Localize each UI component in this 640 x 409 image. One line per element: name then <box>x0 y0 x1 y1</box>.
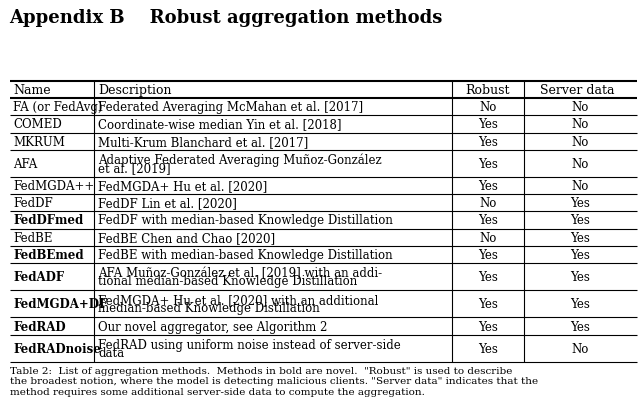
Text: FedDFmed: FedDFmed <box>13 214 84 227</box>
Text: Appendix B    Robust aggregation methods: Appendix B Robust aggregation methods <box>10 9 443 27</box>
Text: median-based Knowledge Distillation: median-based Knowledge Distillation <box>98 301 320 315</box>
Text: FedBE Chen and Chao [2020]: FedBE Chen and Chao [2020] <box>98 231 275 244</box>
Text: data: data <box>98 346 124 359</box>
Text: No: No <box>479 231 497 244</box>
Text: No: No <box>572 342 589 355</box>
Text: Federated Averaging McMahan et al. [2017]: Federated Averaging McMahan et al. [2017… <box>98 101 364 114</box>
Text: Yes: Yes <box>570 320 590 333</box>
Text: Yes: Yes <box>478 135 498 148</box>
Text: Yes: Yes <box>570 214 590 227</box>
Text: No: No <box>572 101 589 114</box>
Text: Yes: Yes <box>478 118 498 131</box>
Text: No: No <box>479 197 497 210</box>
Text: MKRUM: MKRUM <box>13 135 65 148</box>
Text: FedMGDA+ Hu et al. [2020] with an additional: FedMGDA+ Hu et al. [2020] with an additi… <box>98 294 378 306</box>
Text: Yes: Yes <box>478 248 498 261</box>
Text: Yes: Yes <box>478 157 498 171</box>
Text: No: No <box>572 118 589 131</box>
Text: tional median-based Knowledge Distillation: tional median-based Knowledge Distillati… <box>98 274 357 288</box>
Text: FedRADnoise: FedRADnoise <box>13 342 101 355</box>
Text: AFA: AFA <box>13 157 38 171</box>
Text: FA (or FedAvg): FA (or FedAvg) <box>13 101 103 114</box>
Text: et al. [2019]: et al. [2019] <box>98 162 171 175</box>
Text: FedMGDA+DF: FedMGDA+DF <box>13 298 108 310</box>
Text: Yes: Yes <box>570 231 590 244</box>
Text: FedADF: FedADF <box>13 270 65 283</box>
Text: Server data: Server data <box>540 84 614 97</box>
Text: FedDF with median-based Knowledge Distillation: FedDF with median-based Knowledge Distil… <box>98 214 393 227</box>
Text: Yes: Yes <box>478 270 498 283</box>
Text: Our novel aggregator, see Algorithm 2: Our novel aggregator, see Algorithm 2 <box>98 320 328 333</box>
Text: No: No <box>479 101 497 114</box>
Text: FedMGDA+ Hu et al. [2020]: FedMGDA+ Hu et al. [2020] <box>98 180 268 193</box>
Text: Description: Description <box>98 84 172 97</box>
Text: Yes: Yes <box>478 214 498 227</box>
Text: Yes: Yes <box>570 270 590 283</box>
Text: Yes: Yes <box>570 248 590 261</box>
Text: Yes: Yes <box>478 298 498 310</box>
Text: No: No <box>572 135 589 148</box>
Text: FedBEmed: FedBEmed <box>13 248 84 261</box>
Text: FedMGDA++: FedMGDA++ <box>13 180 95 193</box>
Text: FedRAD using uniform noise instead of server-side: FedRAD using uniform noise instead of se… <box>98 338 401 351</box>
Text: FedBE with median-based Knowledge Distillation: FedBE with median-based Knowledge Distil… <box>98 248 393 261</box>
Text: Yes: Yes <box>570 298 590 310</box>
Text: Robust: Robust <box>465 84 510 97</box>
Text: FedBE: FedBE <box>13 231 53 244</box>
Text: FedDF Lin et al. [2020]: FedDF Lin et al. [2020] <box>98 197 237 210</box>
Text: Yes: Yes <box>570 197 590 210</box>
Text: Multi-Krum Blanchard et al. [2017]: Multi-Krum Blanchard et al. [2017] <box>98 135 308 148</box>
Text: Yes: Yes <box>478 180 498 193</box>
Text: FedDF: FedDF <box>13 197 53 210</box>
Text: No: No <box>572 180 589 193</box>
Text: Adaptive Federated Averaging Muñoz-González: Adaptive Federated Averaging Muñoz-Gonzá… <box>98 153 381 167</box>
Text: FedRAD: FedRAD <box>13 320 66 333</box>
Text: Yes: Yes <box>478 320 498 333</box>
Text: Yes: Yes <box>478 342 498 355</box>
Text: Table 2:  List of aggregation methods.  Methods in bold are novel.  "Robust" is : Table 2: List of aggregation methods. Me… <box>10 366 538 396</box>
Text: Coordinate-wise median Yin et al. [2018]: Coordinate-wise median Yin et al. [2018] <box>98 118 342 131</box>
Text: No: No <box>572 157 589 171</box>
Text: COMED: COMED <box>13 118 62 131</box>
Text: AFA Muñoz-González et al. [2019] with an addi-: AFA Muñoz-González et al. [2019] with an… <box>98 266 382 279</box>
Text: Name: Name <box>13 84 51 97</box>
